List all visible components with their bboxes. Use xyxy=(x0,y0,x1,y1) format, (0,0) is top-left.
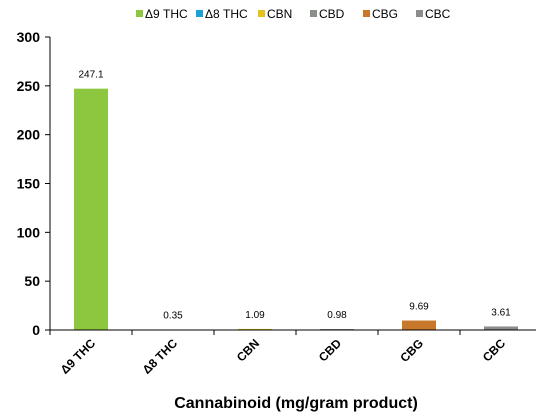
legend-label: CBN xyxy=(267,7,292,21)
legend-swatch xyxy=(363,10,370,17)
bar xyxy=(238,328,272,330)
data-label: 0.98 xyxy=(327,310,347,321)
y-tick-label: 50 xyxy=(24,273,40,289)
legend-swatch xyxy=(136,10,143,17)
data-label: 3.61 xyxy=(491,307,511,318)
y-tick-label: 250 xyxy=(17,78,41,94)
bar xyxy=(74,88,108,330)
y-tick-label: 100 xyxy=(17,224,41,240)
y-tick-label: 150 xyxy=(17,176,41,192)
legend-label: CBC xyxy=(425,7,451,21)
data-label: 0.35 xyxy=(163,311,183,322)
x-tick-label: CBG xyxy=(397,336,426,365)
legend: Δ9 THC Δ8 THC CBN CBD CBG CBC xyxy=(136,7,451,21)
legend-swatch xyxy=(310,10,317,17)
y-tick-label: 200 xyxy=(17,127,41,143)
data-label: 1.09 xyxy=(245,310,265,321)
bar xyxy=(402,320,436,330)
y-tick-label: 0 xyxy=(32,322,40,338)
data-label: 9.69 xyxy=(409,302,429,313)
legend-swatch xyxy=(196,10,203,17)
legend-swatch xyxy=(258,10,265,17)
x-tick-label: Δ9 THC xyxy=(58,336,99,377)
legend-label: Δ8 THC xyxy=(205,7,248,21)
y-tick-label: 300 xyxy=(17,29,41,45)
y-axis: 0 50 100 150 200 250 300 xyxy=(17,29,51,338)
x-tick-label: CBC xyxy=(480,336,509,365)
legend-label: Δ9 THC xyxy=(145,7,188,21)
bar xyxy=(484,326,518,330)
x-tick-label: CBN xyxy=(234,336,262,364)
x-axis: Δ9 THC Δ8 THC CBN CBD CBG CBC xyxy=(49,329,536,377)
x-tick-label: CBD xyxy=(316,336,345,365)
legend-label: CBG xyxy=(372,7,398,21)
data-label: 247.1 xyxy=(78,70,103,81)
legend-label: CBD xyxy=(319,7,345,21)
bars: 247.1 0.35 1.09 0.98 9.69 3.61 xyxy=(74,70,518,330)
x-axis-label: Cannabinoid (mg/gram product) xyxy=(174,395,418,412)
x-tick-label: Δ8 THC xyxy=(140,336,181,377)
legend-swatch xyxy=(416,10,423,17)
